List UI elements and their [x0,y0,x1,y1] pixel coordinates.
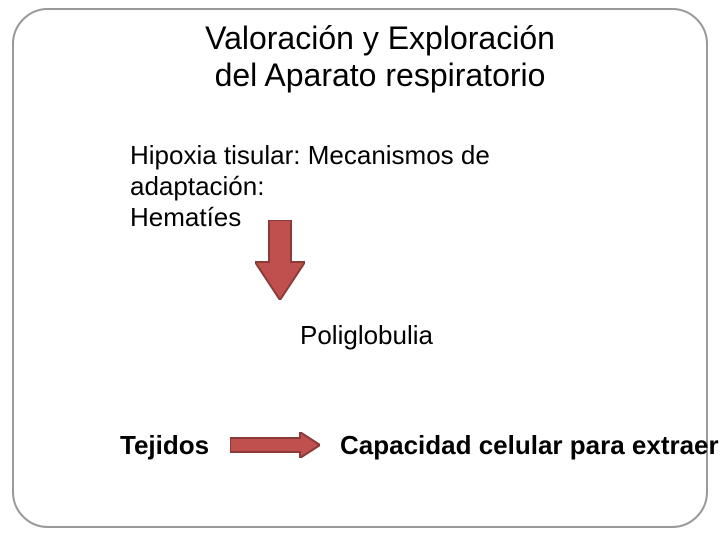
title-line-1: Valoración y Exploración [205,20,555,56]
slide-frame: Valoración y Exploración del Aparato res… [0,0,720,540]
arrow-right-shape [230,432,320,458]
down-arrow-icon [255,220,305,305]
label-tejidos: Tejidos [120,430,209,461]
poliglobulia-text: Poliglobulia [300,320,433,350]
tejidos-text: Tejidos [120,430,209,460]
label-capacidad: Capacidad celular para extraer [340,430,719,461]
label-poliglobulia: Poliglobulia [300,320,433,351]
arrow-down-shape [255,220,305,300]
title-line-2: del Aparato respiratorio [215,57,546,93]
subtitle-line-3: Hematíes [130,202,241,232]
right-arrow-icon [230,432,320,463]
arrow-down-svg [255,220,305,300]
arrow-right-svg [230,432,320,458]
subtitle-block: Hipoxia tisular: Mecanismos de adaptació… [130,140,570,234]
slide-title: Valoración y Exploración del Aparato res… [170,20,590,94]
capacidad-text: Capacidad celular para extraer [340,430,719,460]
subtitle-line-2: adaptación: [130,171,264,201]
subtitle-line-1: Hipoxia tisular: Mecanismos de [130,140,490,170]
